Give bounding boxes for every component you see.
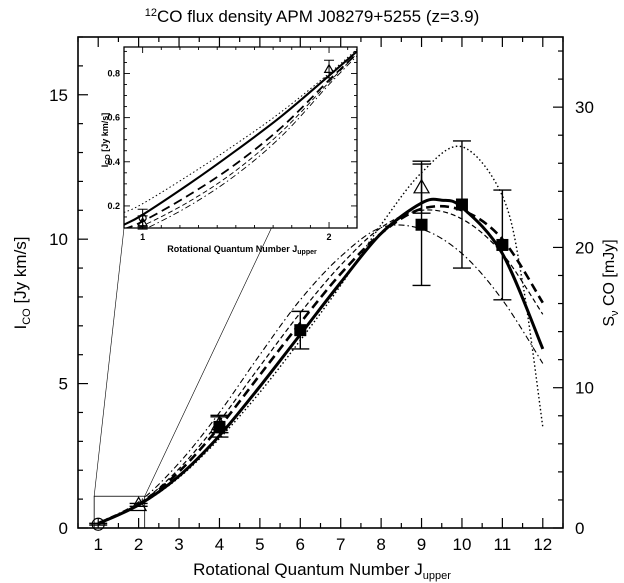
y-axis-label-main: I bbox=[11, 325, 30, 330]
inset-y-axis-label-main: I bbox=[100, 165, 110, 168]
model-curve-thin-dashed bbox=[97, 209, 544, 524]
y2-axis-label: Sν CO [mJy] bbox=[601, 239, 621, 326]
y2-tick-label: 10 bbox=[575, 379, 594, 398]
x-axis-label-sub: upper bbox=[423, 570, 451, 582]
x-tick-label: 7 bbox=[336, 535, 345, 554]
x-tick-label: 12 bbox=[533, 535, 552, 554]
y2-tick-label: 30 bbox=[575, 98, 594, 117]
inset-x-axis-label: Rotational Quantum Number Jupper bbox=[167, 244, 317, 256]
y2-axis-label-rest: CO [mJy] bbox=[601, 239, 618, 310]
model-curve-dotted bbox=[97, 145, 544, 525]
data-point-square bbox=[415, 218, 428, 231]
data-point-triangle bbox=[130, 496, 148, 512]
inset-data-point-triangle bbox=[323, 63, 335, 73]
y-tick-label: 0 bbox=[59, 519, 68, 538]
inset-y-tick-label: 0.6 bbox=[107, 113, 120, 123]
data-point-square bbox=[455, 198, 468, 211]
inset-model-curve-dash-dot bbox=[146, 55, 357, 228]
inset-data-point-triangle bbox=[137, 216, 149, 227]
y2-tick-label: 0 bbox=[575, 519, 584, 538]
inset-x-axis-label-sub: upper bbox=[297, 249, 317, 256]
x-tick-label: 4 bbox=[215, 535, 224, 554]
model-curve-dash-dot bbox=[97, 224, 544, 523]
data-point-circle bbox=[91, 517, 105, 531]
x-axis-label-main: Rotational Quantum Number J bbox=[193, 560, 423, 579]
x-tick-label: 8 bbox=[376, 535, 385, 554]
data-point-square bbox=[294, 324, 307, 337]
x-tick-label: 5 bbox=[255, 535, 264, 554]
zoom-connector-line bbox=[93, 227, 125, 497]
inset-x-tick-label: 1 bbox=[140, 232, 145, 242]
inset-y-axis-label-sub: CO bbox=[105, 154, 112, 165]
y-axis-label-sub: CO bbox=[21, 308, 33, 325]
model-curve-thick-dashed bbox=[97, 204, 544, 525]
y-tick-label: 5 bbox=[59, 375, 68, 394]
y-axis-label: ICO [Jy km/s] bbox=[11, 236, 33, 329]
inset-y-axis-label-rest: [Jy km/s] bbox=[100, 113, 110, 155]
inset-x-axis-label-main: Rotational Quantum Number J bbox=[167, 244, 297, 254]
inset-y-axis-label: ICO [Jy km/s] bbox=[100, 113, 112, 168]
zoom-window bbox=[93, 495, 146, 529]
x-axis-label: Rotational Quantum Number Jupper bbox=[193, 560, 451, 582]
inset-y-tick-label: 0.2 bbox=[107, 201, 120, 211]
y2-tick-label: 20 bbox=[575, 238, 594, 257]
y-tick-label: 10 bbox=[49, 230, 68, 249]
inset-y-tick-label: 0.4 bbox=[107, 157, 120, 167]
y-tick-label: 15 bbox=[49, 86, 68, 105]
x-tick-label: 1 bbox=[93, 535, 102, 554]
data-point-square bbox=[213, 420, 226, 433]
model-curve-thick-solid bbox=[97, 197, 545, 526]
inset-x-tick-label: 2 bbox=[327, 232, 332, 242]
y-axis-label-rest: [Jy km/s] bbox=[11, 236, 30, 308]
chart-title: 12CO flux density APM J08279+5255 (z=3.9… bbox=[145, 7, 480, 26]
inset-frame bbox=[123, 46, 358, 229]
x-tick-label: 11 bbox=[494, 535, 512, 554]
inset-y-tick-label: 0.8 bbox=[107, 68, 120, 78]
x-tick-label: 6 bbox=[296, 535, 305, 554]
data-point-square bbox=[496, 238, 509, 251]
y2-axis-label-sub: ν bbox=[609, 310, 621, 316]
y2-axis-label-main: S bbox=[601, 316, 618, 327]
x-tick-label: 2 bbox=[134, 535, 143, 554]
x-tick-label: 3 bbox=[174, 535, 183, 554]
chart-title-superscript: 12 bbox=[145, 7, 157, 19]
chart-title-text: CO flux density APM J08279+5255 (z=3.9) bbox=[157, 7, 479, 26]
x-tick-label: 9 bbox=[417, 535, 426, 554]
inset-plot-area: 1 2 0.2 0.4 0.6 0.8 bbox=[107, 46, 358, 242]
x-tick-label: 10 bbox=[452, 535, 471, 554]
